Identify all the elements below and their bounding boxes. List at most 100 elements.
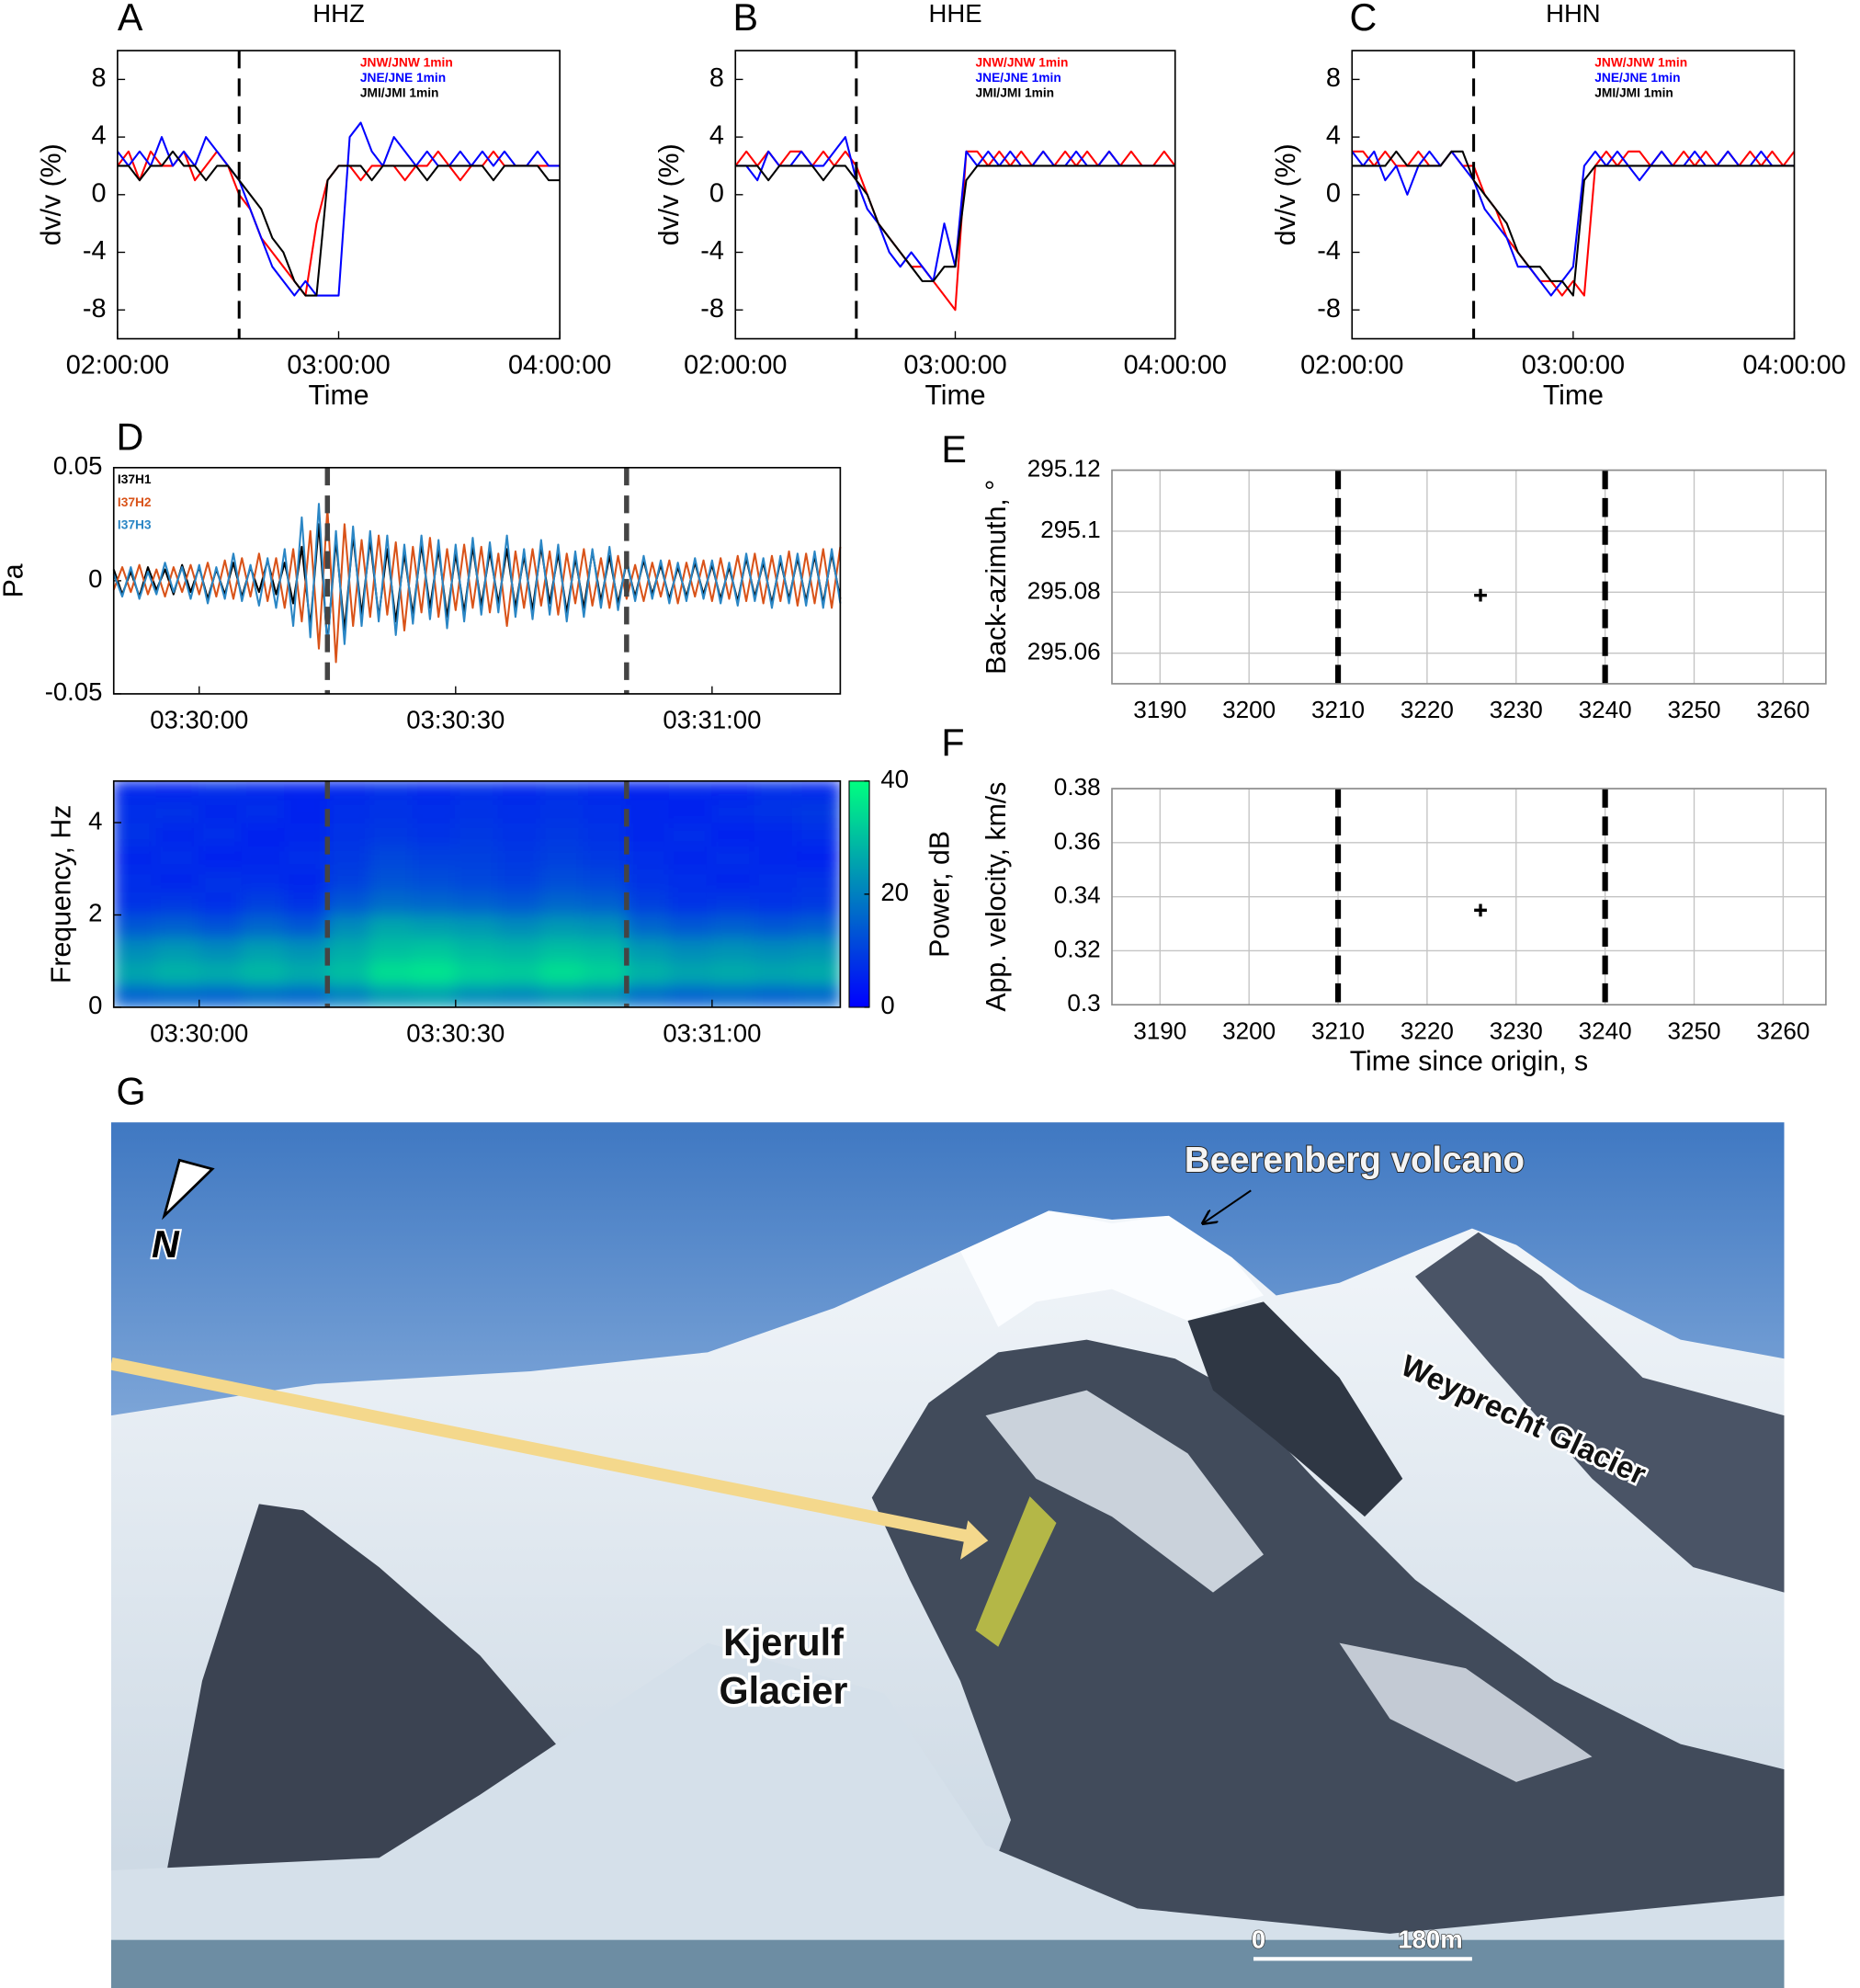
- heatmap-cell: [754, 914, 799, 939]
- x-tick-label: 3220: [1401, 1017, 1454, 1044]
- heatmap-cell: [284, 868, 328, 893]
- heatmap-cell: [583, 937, 628, 962]
- y-tick-label: 8: [709, 63, 724, 93]
- legend-entry: I37H3: [118, 518, 152, 532]
- heatmap-cell: [668, 960, 713, 985]
- heatmap-cell: [583, 983, 628, 1007]
- heatmap-cell: [797, 799, 841, 824]
- heatmap-cell: [284, 937, 328, 962]
- heatmap-cell: [198, 914, 243, 939]
- label-arrow: [1203, 1189, 1252, 1223]
- x-tick-label: 3230: [1490, 696, 1543, 723]
- heatmap-cell: [155, 891, 200, 916]
- axes-frame: [1111, 788, 1827, 1006]
- series-line: [117, 150, 561, 297]
- axes-frame: [112, 466, 842, 695]
- heatmap-cell: [497, 799, 542, 824]
- heatmap-cell: [754, 845, 799, 869]
- y-tick-label: 4: [88, 806, 102, 835]
- heatmap-cell: [455, 799, 500, 824]
- series-line: [117, 121, 561, 297]
- heatmap-cell: [540, 960, 585, 985]
- heatmap-cell: [412, 914, 457, 939]
- heatmap-cell: [155, 780, 200, 801]
- x-tick-label: 3190: [1133, 1017, 1186, 1044]
- heatmap-cell: [369, 960, 414, 985]
- heatmap-cell: [668, 780, 713, 801]
- heatmap-cell: [668, 914, 713, 939]
- heatmap-cell: [455, 891, 500, 916]
- heatmap-cell: [540, 891, 585, 916]
- x-axis-label: Time: [1543, 381, 1604, 411]
- heatmap-cell: [497, 868, 542, 893]
- heatmap-cell: [198, 845, 243, 869]
- heatmap-cell: [155, 822, 200, 846]
- heatmap-cell: [198, 891, 243, 916]
- legend-entry: JNW/JNW 1min: [976, 55, 1069, 69]
- heatmap-cell: [369, 822, 414, 846]
- panel-letter: C: [1350, 0, 1378, 39]
- x-tick-label: 3260: [1756, 696, 1809, 723]
- heatmap-cell: [540, 780, 585, 801]
- series-line: [117, 150, 561, 297]
- point: [1474, 903, 1487, 917]
- heatmap-cell: [241, 960, 286, 985]
- heatmap-cell: [711, 780, 756, 801]
- heatmap-cell: [797, 983, 841, 1007]
- y-tick-label: -4: [83, 236, 107, 266]
- heatmap-cell: [412, 845, 457, 869]
- heatmap-cell: [497, 780, 542, 801]
- heatmap-cell: [497, 983, 542, 1007]
- heatmap-cell: [155, 868, 200, 893]
- x-axis-label: Time: [924, 381, 985, 411]
- legend-entry: JMI/JMI 1min: [976, 85, 1055, 99]
- north-label: N: [152, 1223, 180, 1266]
- heatmap-cell: [113, 845, 157, 869]
- heatmap-cell: [284, 799, 328, 824]
- series-line: [734, 150, 1176, 312]
- panel-letter: E: [941, 428, 967, 471]
- heatmap-cell: [497, 960, 542, 985]
- heatmap-cell: [113, 937, 157, 962]
- rock: [1187, 1301, 1403, 1517]
- heatmap-cell: [241, 780, 286, 801]
- heatmap-cell: [540, 983, 585, 1007]
- heatmap-cell: [583, 780, 628, 801]
- y-tick-label: 2: [88, 899, 102, 927]
- heatmap-cell: [198, 799, 243, 824]
- heatmap-cell: [455, 914, 500, 939]
- chart-panel: 03:30:00 03:30:30 03:31:00 -0.05 0 0.05 D Pa I37…: [0, 415, 842, 733]
- heatmap-cell: [583, 960, 628, 985]
- y-tick-label: 8: [1326, 63, 1341, 93]
- heatmap-cell: [412, 868, 457, 893]
- heatmap-cell: [113, 799, 157, 824]
- heatmap-cell: [626, 891, 671, 916]
- heatmap-cell: [113, 868, 157, 893]
- y-tick-label: 8: [91, 63, 106, 93]
- heatmap-cell: [583, 914, 628, 939]
- rock: [1415, 1232, 1785, 1593]
- heatmap-cell: [711, 799, 756, 824]
- heatmap-cell: [155, 960, 200, 985]
- colorbar-tick-label: 40: [880, 765, 909, 793]
- heatmap-cell: [626, 780, 671, 801]
- y-axis-label: App. velocity, km/s: [981, 782, 1012, 1012]
- heatmap-cell: [754, 937, 799, 962]
- heatmap-cell: [155, 799, 200, 824]
- heatmap-cell: [241, 983, 286, 1007]
- heatmap-cell: [540, 799, 585, 824]
- y-tick-label: -8: [83, 294, 107, 324]
- x-tick-label: 02:00:00: [684, 350, 787, 380]
- x-tick-label: 04:00:00: [508, 350, 611, 380]
- x-tick-label: 02:00:00: [66, 350, 169, 380]
- heatmap-cell: [754, 799, 799, 824]
- heatmap-cell: [583, 868, 628, 893]
- heatmap-cell: [326, 822, 371, 846]
- snow-patch: [1339, 1642, 1593, 1782]
- heatmap-cell: [797, 868, 841, 893]
- heatmap-cell: [284, 983, 328, 1007]
- heatmap-cell: [754, 960, 799, 985]
- arrow-head: [960, 1520, 989, 1560]
- heatmap-cell: [583, 822, 628, 846]
- y-axis-label: dv/v (%): [1271, 143, 1301, 245]
